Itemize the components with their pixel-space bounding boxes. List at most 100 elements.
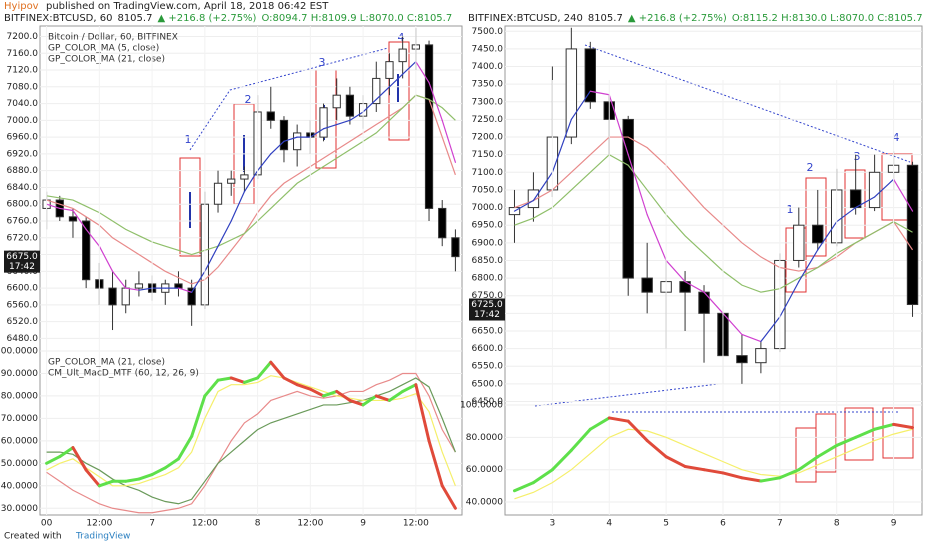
series-segment [892, 422, 915, 430]
series-segment [98, 245, 114, 272]
y-tick-label: 6500.0 [472, 379, 504, 389]
price-label: 6725.0 [471, 300, 503, 310]
y-tick-label: 6880.0 [7, 166, 39, 176]
symbol: BITFINEX:BTCUSD, 60 [4, 13, 112, 24]
y-tick-label: 6760.0 [7, 217, 39, 227]
series-segment [191, 270, 206, 293]
series-segment [779, 281, 800, 318]
series-segment [816, 443, 839, 459]
y-tick-label: 7150.0 [472, 150, 504, 160]
author[interactable]: Hyipov [4, 1, 39, 12]
x-tick-label: 12:00 [403, 519, 429, 529]
x-tick-label: 4 [606, 519, 612, 529]
series-segment [589, 90, 610, 96]
y-tick-label: 7040.0 [7, 99, 39, 109]
y-tick-label: 6750.0 [472, 291, 504, 301]
change: ▲ +216.8 (+2.75%) [628, 13, 727, 24]
series-segment [797, 455, 820, 472]
series-segment [892, 178, 914, 212]
x-tick-label: 8 [834, 519, 840, 529]
series-segment [665, 259, 686, 283]
series-segment [348, 398, 365, 407]
series-segment [282, 376, 299, 387]
series-segment [428, 82, 443, 121]
x-tick-label: 7 [149, 519, 155, 529]
y-tick-label: 80.0000 [466, 433, 503, 443]
series-segment [740, 476, 763, 483]
series-segment [607, 416, 630, 423]
y-tick-label: 7500.0 [472, 27, 504, 37]
series-segment [626, 419, 649, 443]
candle-body [527, 189, 540, 209]
series-segment [569, 427, 592, 452]
series-segment [703, 291, 724, 314]
y-tick-label: 6450.0 [472, 397, 504, 407]
trend-lines [189, 44, 911, 413]
series-segment [874, 178, 895, 198]
series-segment [415, 61, 430, 84]
ohlc: O:8115.2 H:8130.0 L:8070.0 C:8105.7 [732, 13, 923, 24]
series-segment [243, 170, 259, 193]
series-segment [873, 422, 896, 431]
series-segment [702, 468, 725, 475]
y-tick-label: 6800.0 [472, 274, 504, 284]
series-segment [401, 383, 418, 393]
brand[interactable]: TradingView [75, 532, 130, 542]
series-segment [336, 119, 351, 126]
series-segment [817, 221, 838, 251]
series-segment [759, 476, 782, 483]
series-segment [532, 171, 553, 202]
series-segment [627, 154, 648, 216]
time-label: 17:42 [9, 262, 35, 272]
series-segment [646, 214, 667, 262]
price-tag [4, 250, 40, 273]
series-line [514, 153, 913, 293]
series-segment [388, 73, 404, 88]
x-tick-label: 12:00 [192, 519, 218, 529]
y-tick-label: 40.0000 [1, 481, 38, 491]
candle-body [755, 348, 767, 364]
series-segment [150, 466, 167, 477]
legend-entry: GP_COLOR_MA (5, close) [48, 44, 159, 54]
y-tick-label: 6840.0 [7, 183, 39, 193]
candle-body [121, 287, 130, 306]
x-tick-label: 8 [255, 519, 261, 529]
created-with: Created with [4, 532, 62, 542]
series-segment [84, 468, 101, 488]
series-segment [177, 287, 193, 293]
x-tick-label: 6 [720, 519, 726, 529]
y-tick-label: 7050.0 [472, 185, 504, 195]
series-segment [190, 394, 207, 438]
y-tick-label: 100.0000 [0, 347, 38, 357]
series-segment [741, 333, 762, 343]
series-segment [71, 446, 88, 472]
y-tick-label: 6480.0 [7, 334, 39, 344]
series-segment [374, 394, 391, 402]
candle-body [622, 118, 634, 279]
series-segment [111, 270, 127, 289]
candle-body [438, 207, 447, 239]
series-segment [664, 455, 687, 468]
series-segment [513, 199, 535, 212]
annotation-label: 1 [185, 133, 192, 146]
annotation-label: 3 [854, 150, 861, 163]
series-segment [760, 316, 781, 343]
series-segment [375, 86, 391, 100]
y-tick-label: 7350.0 [472, 80, 504, 90]
series-segment [550, 448, 573, 472]
candle-body [68, 216, 78, 222]
series-segment [58, 446, 75, 459]
candle-body [82, 220, 91, 281]
candle-body [641, 277, 653, 293]
y-tick-label: 50.0000 [1, 459, 38, 469]
y-tick-label: 7100.0 [472, 168, 504, 178]
y-tick-label: 6960.0 [7, 133, 39, 143]
price-label: 6675.0 [6, 252, 38, 262]
series-line [514, 428, 913, 500]
legend-entry: CM_Ult_MacD_MTF (60, 12, 26, 9) [48, 369, 199, 379]
y-tick-label: 6850.0 [472, 256, 504, 266]
series-segment [45, 203, 61, 210]
y-tick-label: 7300.0 [472, 97, 504, 107]
annotation-label: 3 [319, 56, 326, 69]
